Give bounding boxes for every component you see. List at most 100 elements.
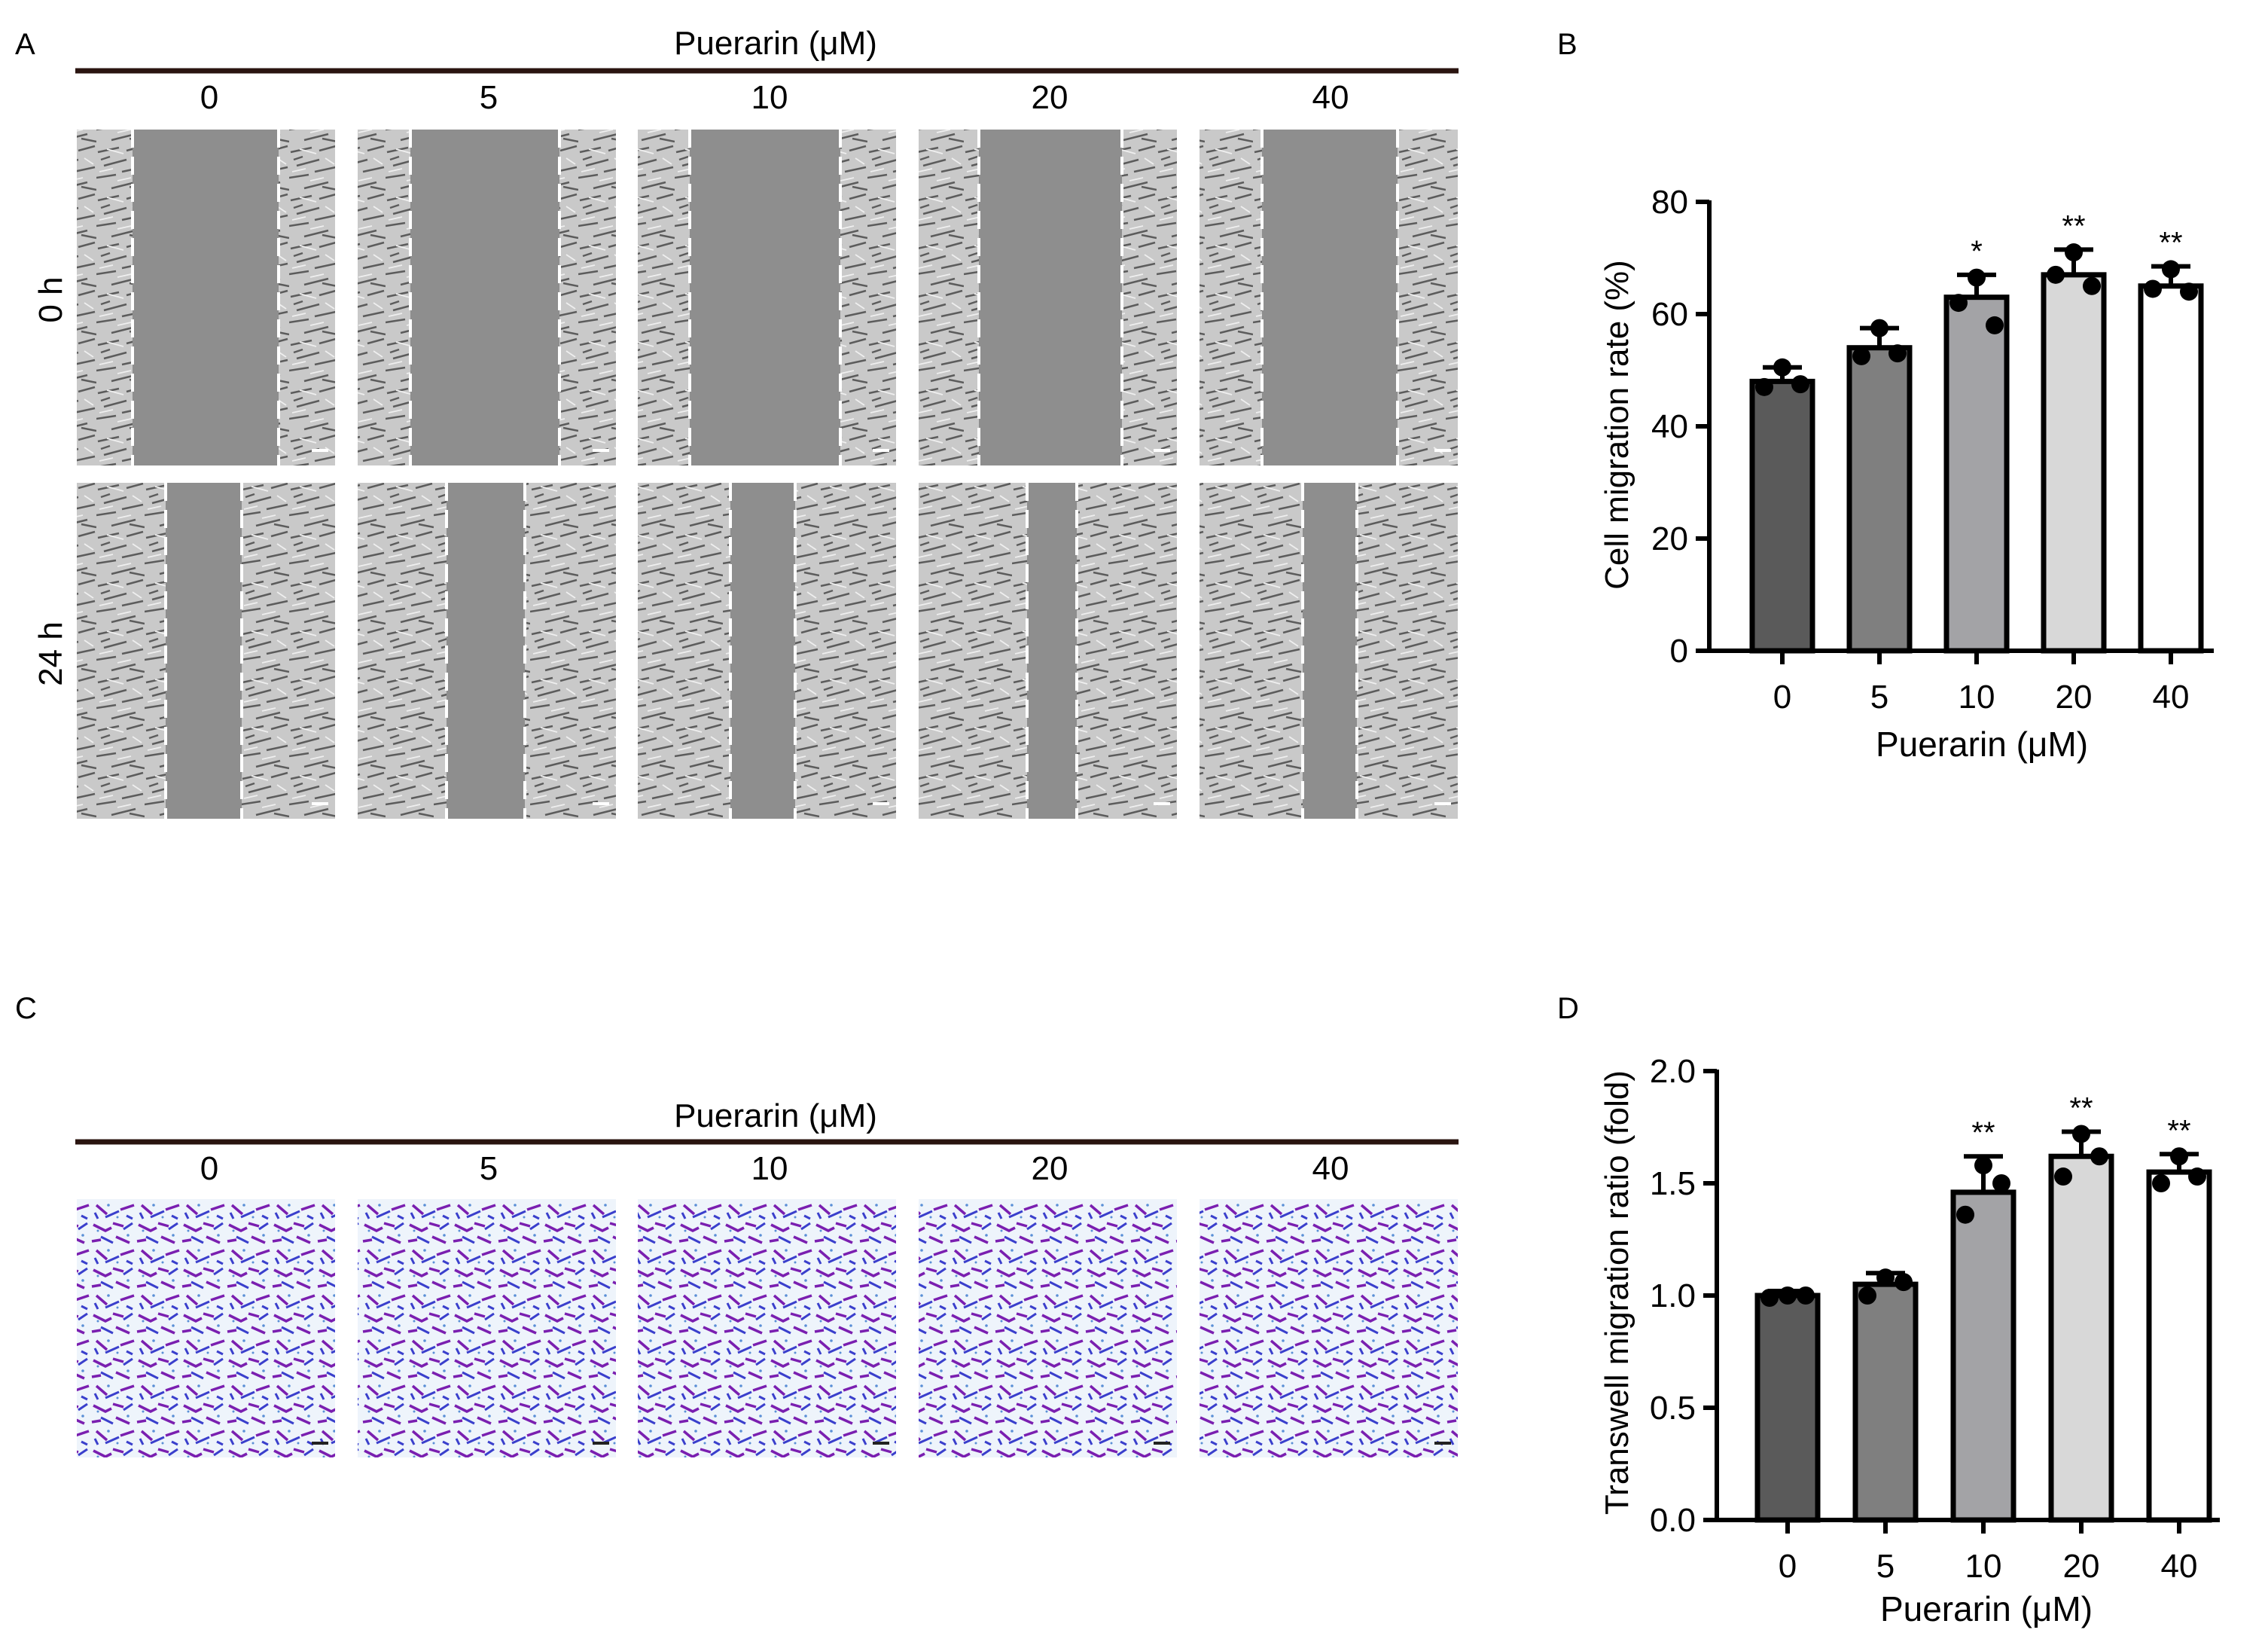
data-point: [1888, 344, 1907, 363]
x-tick-label: 20: [2063, 1548, 2100, 1585]
data-point: [1870, 319, 1888, 337]
y-tick-label: 1.0: [1650, 1277, 1696, 1314]
data-point: [1773, 358, 1791, 377]
scale-bar: [312, 1442, 328, 1445]
x-tick-label: 0: [1779, 1548, 1797, 1585]
wound-image: [919, 483, 1177, 819]
data-point: [1956, 1205, 1974, 1224]
y-tick-label: 0.0: [1650, 1502, 1696, 1539]
scale-bar: [312, 449, 328, 452]
bar: [2138, 283, 2204, 654]
data-point: [1949, 294, 1968, 313]
panel-a-row-label: 24 h: [32, 621, 69, 686]
wound-image: [77, 483, 335, 819]
wound-image: [638, 483, 896, 819]
data-point: [2162, 260, 2180, 279]
chart-d-xlabel: Puerarin (μM): [1880, 1589, 2093, 1628]
wound-image: [1200, 130, 1458, 465]
wound-image: [358, 483, 616, 819]
panel-a-letter: A: [15, 28, 35, 61]
panel-c-header: Puerarin (μM): [674, 1097, 877, 1134]
data-point: [1986, 316, 2004, 334]
scale-bar: [873, 449, 889, 452]
data-point: [2047, 265, 2065, 284]
data-point: [2152, 1174, 2170, 1192]
bar: [1950, 1189, 2017, 1523]
transwell-image: [77, 1199, 335, 1457]
scale-bar: [1434, 802, 1451, 805]
panel-c-letter: C: [15, 992, 37, 1025]
data-point: [2188, 1167, 2206, 1186]
data-point: [1852, 346, 1870, 365]
y-tick-label: 0.5: [1650, 1390, 1696, 1427]
y-tick-label: 80: [1651, 184, 1688, 221]
bar: [1852, 1281, 1919, 1523]
bar: [1943, 295, 2010, 654]
significance-label: **: [2069, 1091, 2093, 1125]
data-point: [1779, 1286, 1797, 1305]
x-tick-label: 20: [2056, 679, 2093, 716]
scale-bar: [593, 802, 609, 805]
scale-bar: [873, 802, 889, 805]
data-point: [2090, 1147, 2108, 1166]
scale-bar: [593, 449, 609, 452]
significance-label: **: [2167, 1114, 2190, 1147]
panel-a-row-label: 0 h: [32, 276, 69, 322]
x-tick-label: 40: [2153, 679, 2190, 716]
x-tick-label: 40: [2161, 1548, 2198, 1585]
data-point: [2144, 279, 2162, 298]
data-point: [1760, 1288, 1779, 1307]
data-point: [1858, 1286, 1876, 1305]
bar: [2146, 1169, 2212, 1523]
panel-a-col-label: 20: [1032, 79, 1068, 116]
panel-c-col-label: 0: [200, 1150, 218, 1187]
scale-bar: [312, 802, 328, 805]
data-point: [2180, 282, 2198, 301]
panel-a: A Puerarin (μM) 0 5 10 20 40 0 h 24 h: [15, 25, 1459, 819]
panel-c-col-label: 5: [480, 1150, 498, 1187]
x-tick-label: 5: [1876, 1548, 1895, 1585]
scale-bar: [1434, 449, 1451, 452]
x-tick-label: 5: [1870, 679, 1888, 716]
bar: [1754, 1293, 1821, 1523]
wound-image: [358, 130, 616, 465]
panel-a-col-label: 10: [751, 79, 788, 116]
chart-d-ylabel: Transwell migration ratio (fold): [1599, 1070, 1635, 1515]
data-point: [1791, 375, 1809, 394]
data-point: [1755, 377, 1773, 396]
data-point: [2072, 1125, 2090, 1143]
panel-c-col-label: 10: [751, 1150, 788, 1187]
panel-b-letter: B: [1557, 28, 1578, 61]
panel-d-letter: D: [1557, 992, 1579, 1025]
data-point: [1974, 1156, 1992, 1175]
chart-b-ylabel: Cell migration rate (%): [1599, 260, 1635, 590]
data-point: [2083, 276, 2101, 295]
y-tick-label: 2.0: [1650, 1053, 1696, 1090]
x-tick-label: 10: [1965, 1548, 2002, 1585]
data-point: [1992, 1174, 2010, 1192]
y-tick-label: 1.5: [1650, 1165, 1696, 1202]
panel-a-col-label: 5: [480, 79, 498, 116]
panel-a-col-label: 0: [200, 79, 218, 116]
transwell-image: [919, 1199, 1177, 1457]
scale-bar: [1154, 1442, 1170, 1445]
chart-b-xlabel: Puerarin (μM): [1876, 725, 2088, 764]
significance-label: **: [2062, 209, 2085, 243]
data-point: [2054, 1167, 2072, 1186]
scale-bar: [1434, 1442, 1451, 1445]
data-point: [1876, 1268, 1895, 1287]
y-tick-label: 20: [1651, 520, 1688, 557]
x-tick-label: 10: [1959, 679, 1995, 716]
transwell-image: [638, 1199, 896, 1457]
bar: [2041, 272, 2107, 654]
panel-c-col-label: 40: [1312, 1150, 1349, 1187]
panel-c-col-label: 20: [1032, 1150, 1068, 1187]
scale-bar: [1154, 449, 1170, 452]
significance-label: *: [1971, 235, 1983, 268]
significance-label: **: [2159, 227, 2182, 260]
wound-image: [919, 130, 1177, 465]
y-tick-label: 60: [1651, 296, 1688, 333]
panel-a-header: Puerarin (μM): [674, 25, 877, 62]
wound-image: [77, 130, 335, 465]
scale-bar: [1154, 802, 1170, 805]
